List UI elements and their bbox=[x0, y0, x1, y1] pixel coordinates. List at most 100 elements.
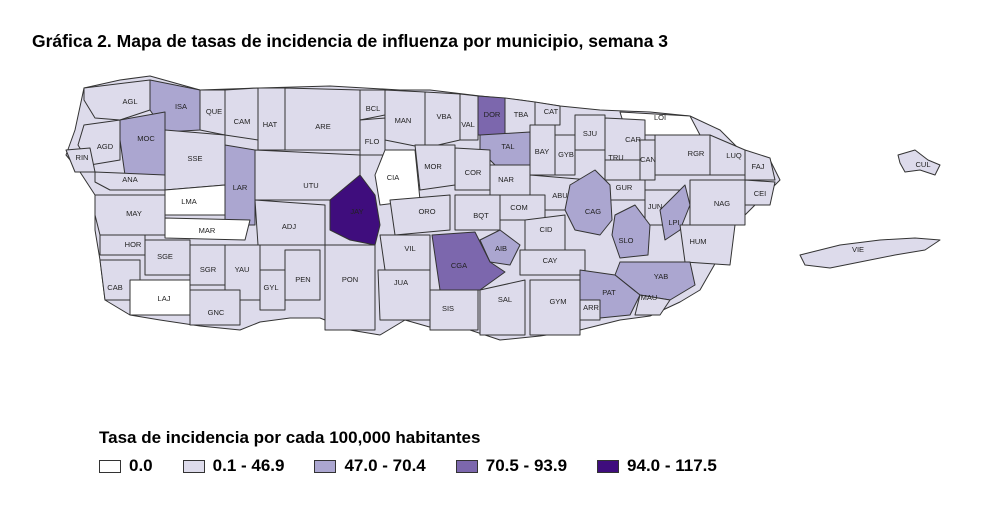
legend-label-1: 0.1 - 46.9 bbox=[212, 456, 285, 475]
label-SSE: SSE bbox=[187, 154, 202, 163]
municipality-CAM[interactable] bbox=[224, 87, 259, 141]
municipality-CUL[interactable] bbox=[897, 149, 941, 176]
municipality-HUM[interactable] bbox=[679, 224, 736, 266]
legend-label-3: 70.5 - 93.9 bbox=[485, 456, 568, 475]
label-PEN: PEN bbox=[295, 275, 310, 284]
municipality-ANA[interactable] bbox=[94, 171, 166, 191]
label-RGR: RGR bbox=[688, 149, 705, 158]
label-LAR: LAR bbox=[233, 183, 248, 192]
label-CAY: CAY bbox=[543, 256, 558, 265]
municipality-MAR[interactable] bbox=[164, 217, 251, 241]
label-HAT: HAT bbox=[263, 120, 278, 129]
label-SIS: SIS bbox=[442, 304, 454, 313]
label-MAU: MAU bbox=[641, 293, 658, 302]
label-ABU: ABU bbox=[552, 191, 567, 200]
municipality-CAT[interactable] bbox=[534, 101, 561, 126]
label-MAN: MAN bbox=[395, 116, 412, 125]
municipality-PON[interactable] bbox=[324, 244, 376, 331]
municipality-SAL[interactable] bbox=[479, 279, 526, 336]
label-GYB: GYB bbox=[558, 150, 574, 159]
label-SJU: SJU bbox=[583, 129, 597, 138]
municipality-GNC[interactable] bbox=[189, 289, 241, 326]
label-SAL: SAL bbox=[498, 295, 512, 304]
legend-item-4: 94.0 - 117.5 bbox=[597, 456, 717, 476]
label-GNC: GNC bbox=[208, 308, 225, 317]
label-FLO: FLO bbox=[365, 137, 380, 146]
municipality-MAU[interactable] bbox=[634, 294, 671, 316]
label-GYL: GYL bbox=[263, 283, 278, 292]
label-GUR: GUR bbox=[616, 183, 633, 192]
label-NAG: NAG bbox=[714, 199, 730, 208]
label-PAT: PAT bbox=[602, 288, 616, 297]
label-CID: CID bbox=[540, 225, 554, 234]
legend-item-2: 47.0 - 70.4 bbox=[314, 456, 426, 476]
label-ORO: ORO bbox=[418, 207, 435, 216]
municipality-ORO[interactable] bbox=[389, 194, 451, 236]
label-CAR: CAR bbox=[625, 135, 641, 144]
label-HOR: HOR bbox=[125, 240, 142, 249]
municipality-GYL[interactable] bbox=[259, 269, 286, 311]
municipality-VAL[interactable] bbox=[459, 93, 479, 141]
label-MAR: MAR bbox=[199, 226, 216, 235]
legend: 0.0 0.1 - 46.9 47.0 - 70.4 70.5 - 93.9 9… bbox=[99, 456, 747, 476]
municipality-SIS[interactable] bbox=[429, 289, 479, 331]
label-JUN: JUN bbox=[648, 202, 663, 211]
label-QUE: QUE bbox=[206, 107, 222, 116]
municipality-TRU[interactable] bbox=[604, 159, 641, 181]
municipality-GYB[interactable] bbox=[554, 134, 576, 176]
legend-item-1: 0.1 - 46.9 bbox=[182, 456, 285, 476]
label-LOI: LOI bbox=[654, 113, 666, 122]
label-CAG: CAG bbox=[585, 207, 601, 216]
label-CEI: CEI bbox=[754, 189, 767, 198]
legend-label-0: 0.0 bbox=[129, 456, 153, 475]
label-CIA: CIA bbox=[387, 173, 400, 182]
label-YAU: YAU bbox=[235, 265, 250, 274]
label-LUQ: LUQ bbox=[726, 151, 742, 160]
municipality-GYM[interactable] bbox=[529, 279, 581, 336]
legend-item-0: 0.0 bbox=[99, 456, 153, 476]
legend-swatch-2 bbox=[314, 459, 337, 473]
label-BCL: BCL bbox=[366, 104, 381, 113]
label-JAY: JAY bbox=[350, 207, 363, 216]
label-SGR: SGR bbox=[200, 265, 217, 274]
legend-swatch-3 bbox=[455, 459, 478, 473]
label-UTU: UTU bbox=[303, 181, 318, 190]
municipality-ARE[interactable] bbox=[284, 87, 361, 151]
municipality-CAG[interactable] bbox=[564, 169, 613, 236]
label-JUA: JUA bbox=[394, 278, 408, 287]
label-PON: PON bbox=[342, 275, 358, 284]
label-CAM: CAM bbox=[234, 117, 251, 126]
municipality-MOC[interactable] bbox=[119, 111, 166, 176]
label-DOR: DOR bbox=[484, 110, 501, 119]
label-ANA: ANA bbox=[122, 175, 137, 184]
legend-swatch-0 bbox=[99, 459, 121, 473]
label-GYM: GYM bbox=[549, 297, 566, 306]
label-YAB: YAB bbox=[654, 272, 668, 281]
municipality-VIE[interactable] bbox=[799, 237, 941, 269]
label-HUM: HUM bbox=[689, 237, 706, 246]
municipality-JAY[interactable] bbox=[329, 174, 381, 246]
label-FAJ: FAJ bbox=[752, 162, 765, 171]
label-COR: COR bbox=[465, 168, 482, 177]
label-TAL: TAL bbox=[501, 142, 514, 151]
municipality-LPI[interactable] bbox=[659, 184, 691, 241]
label-VAL: VAL bbox=[461, 120, 475, 129]
municipality-NAG[interactable] bbox=[689, 179, 746, 226]
label-VIL: VIL bbox=[404, 244, 415, 253]
label-LPI: LPI bbox=[668, 218, 679, 227]
label-LAJ: LAJ bbox=[158, 294, 171, 303]
label-TBA: TBA bbox=[514, 110, 529, 119]
municipality-SLO[interactable] bbox=[611, 204, 651, 259]
municipality-CAN[interactable] bbox=[639, 139, 656, 181]
municipality-FAJ[interactable] bbox=[744, 149, 776, 181]
legend-label-4: 94.0 - 117.5 bbox=[627, 456, 717, 475]
label-MOR: MOR bbox=[424, 162, 442, 171]
label-AIB: AIB bbox=[495, 244, 507, 253]
label-AGL: AGL bbox=[122, 97, 137, 106]
label-ARE: ARE bbox=[315, 122, 330, 131]
label-BAY: BAY bbox=[535, 147, 549, 156]
municipality-ARR[interactable] bbox=[579, 299, 601, 321]
legend-item-3: 70.5 - 93.9 bbox=[455, 456, 568, 476]
label-VBA: VBA bbox=[436, 112, 451, 121]
choropleth-map: AGL ISA QUE CAM HAT ARE BCL MAN VBA VAL … bbox=[65, 75, 941, 341]
